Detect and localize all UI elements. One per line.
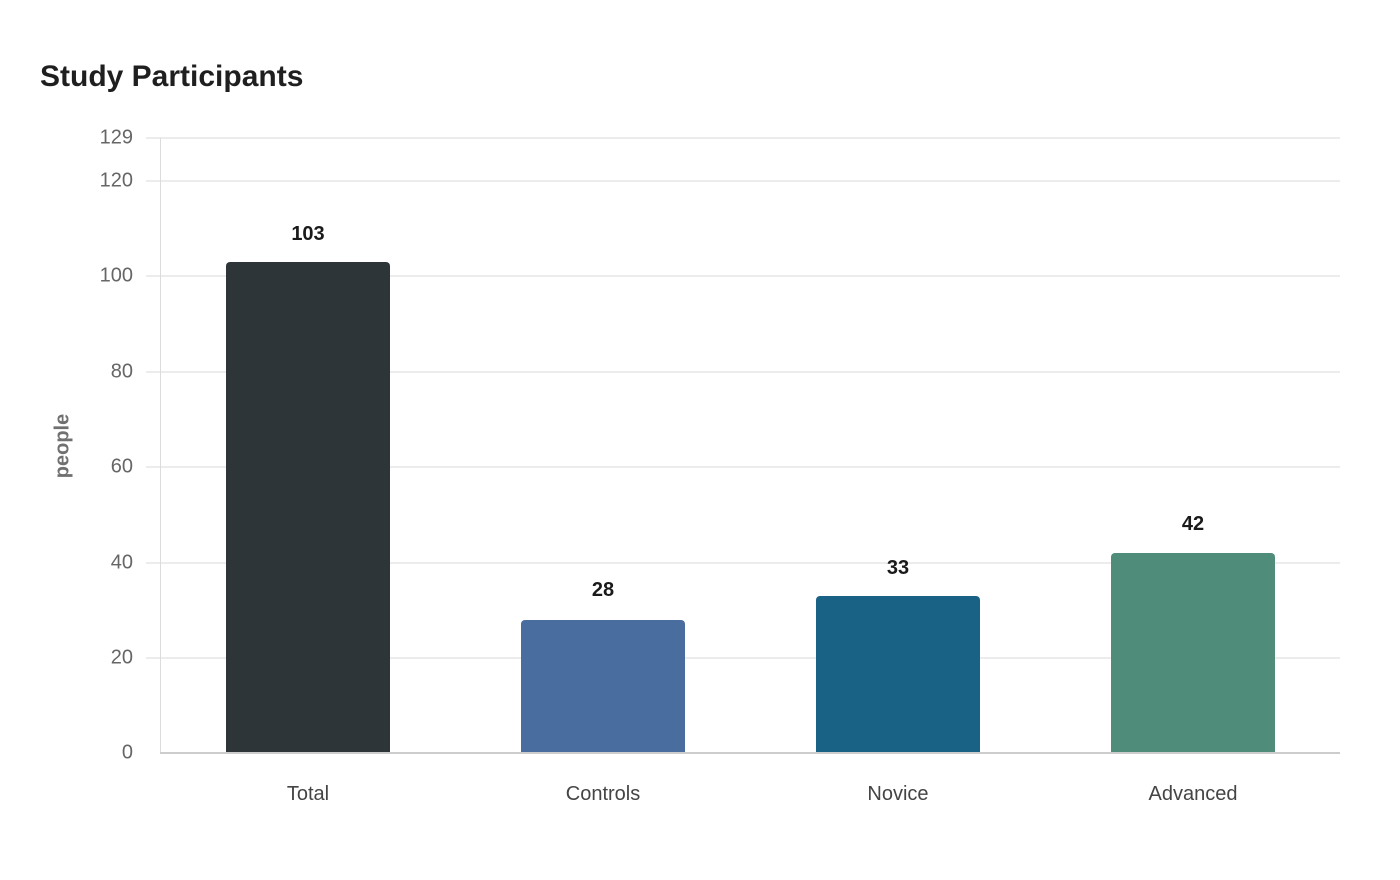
y-tick-100: 100	[99, 264, 133, 287]
y-tick-80: 80	[110, 360, 133, 383]
bar-novice[interactable]	[816, 596, 980, 753]
x-tick-novice: Novice	[867, 783, 929, 805]
value-label-novice: 33	[886, 557, 910, 579]
gridline-40	[146, 562, 1340, 564]
x-tick-advanced: Advanced	[1148, 783, 1238, 805]
y-tick-129: 129	[99, 126, 133, 149]
bar-controls[interactable]	[521, 620, 685, 753]
chart-title: Study Participants	[40, 60, 304, 93]
x-tick-controls: Controls	[565, 783, 641, 805]
gridline-120	[146, 180, 1340, 182]
gridline-129	[146, 137, 1340, 139]
value-label-advanced: 42	[1181, 513, 1205, 535]
gridline-100	[146, 275, 1340, 277]
gridline-20	[146, 657, 1340, 659]
y-tick-60: 60	[110, 455, 133, 478]
y-tick-20: 20	[110, 646, 133, 669]
y-tick-40: 40	[110, 551, 133, 574]
gridline-80	[146, 371, 1340, 373]
value-label-total: 103	[291, 223, 325, 245]
bar-advanced[interactable]	[1111, 553, 1275, 753]
y-axis-line	[160, 138, 161, 753]
x-axis-line	[160, 752, 1340, 754]
gridline-60	[146, 466, 1340, 468]
bar-total[interactable]	[226, 262, 390, 753]
y-tick-120: 120	[99, 169, 133, 192]
x-tick-total: Total	[286, 783, 330, 805]
value-label-controls: 28	[591, 579, 615, 601]
y-tick-0: 0	[121, 741, 133, 764]
